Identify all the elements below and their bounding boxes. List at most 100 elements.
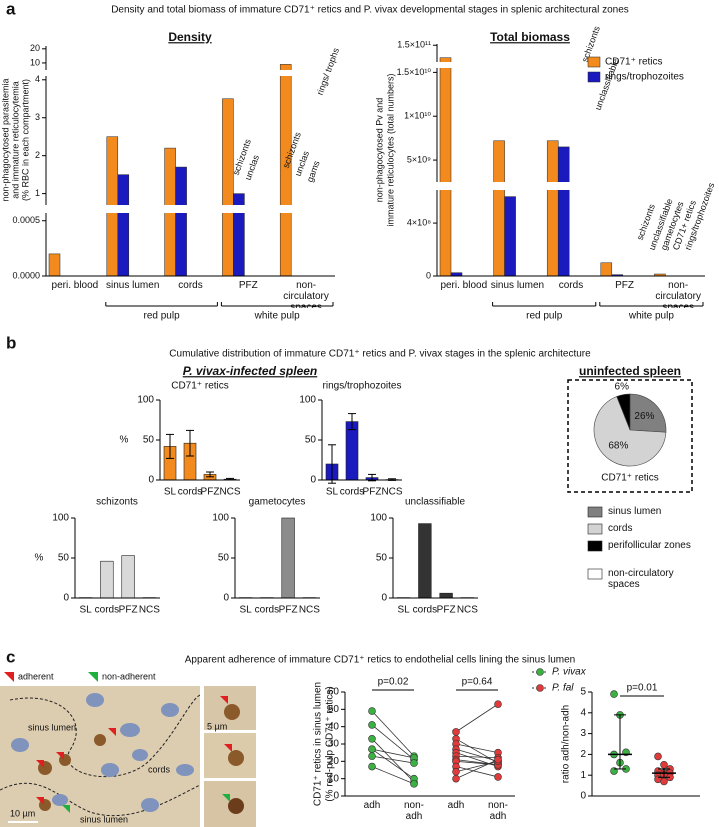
- bar: [439, 57, 452, 277]
- y-tick-label: 0: [426, 270, 431, 280]
- data-point: [452, 728, 460, 736]
- pair-line: [455, 755, 499, 759]
- y-tick-label: 10: [30, 57, 40, 67]
- x-tick-label: non-adh: [403, 800, 424, 822]
- arrow-icon: [36, 797, 44, 805]
- legend-marker: [536, 684, 544, 692]
- y-tick-label: 5×10⁹: [407, 154, 431, 164]
- data-point: [452, 774, 460, 783]
- bar: [281, 517, 295, 599]
- micrograph-legend: adherent non-adherent: [4, 671, 156, 682]
- y-tick-label: 50: [58, 553, 70, 564]
- bar: [557, 146, 570, 277]
- y-tick-label: 0: [310, 475, 316, 486]
- legend-label: non-circulatory spaces: [608, 568, 674, 590]
- legend-swatch: [587, 540, 603, 552]
- legend-label-box: non-circulatory spaces: [608, 568, 674, 590]
- data-point: [410, 780, 418, 788]
- p-value: p=0.02: [378, 677, 409, 688]
- pie-caption: CD71⁺ retics: [601, 473, 659, 484]
- pie-slice: [616, 393, 631, 431]
- group-label: white pulp: [628, 311, 674, 322]
- data-point: [494, 700, 502, 708]
- y-tick-label: 4×10⁸: [407, 217, 431, 227]
- x-tick-label-box: adh: [364, 800, 381, 811]
- pair-line: [371, 766, 415, 785]
- y-tick-label: 0: [223, 593, 229, 604]
- legend-label: sinus lumen: [608, 506, 662, 517]
- group-label: white pulp: [254, 311, 300, 322]
- data-point: [368, 734, 376, 743]
- pair-line: [455, 759, 499, 780]
- pie-label: 26%: [634, 411, 654, 422]
- cd71-cell: [228, 798, 244, 814]
- y-tick-label: 50: [305, 435, 317, 446]
- arrow-icon: [56, 752, 64, 760]
- y-tick-label: 1: [35, 188, 40, 198]
- x-tick-label-box: non-circulatory spaces: [655, 280, 701, 308]
- legend-label: rings/trophozoites: [605, 72, 684, 83]
- bar: [121, 555, 135, 599]
- pie-slice: [593, 396, 667, 467]
- p-value: p=0.64: [462, 677, 493, 688]
- legend-swatch: [587, 56, 601, 68]
- y-tick-label: 0: [580, 791, 586, 802]
- pair-line: [455, 743, 499, 754]
- legend-label: P. fal: [552, 683, 574, 694]
- panel-label: c: [6, 647, 15, 666]
- y-tick-label: 3: [580, 728, 586, 739]
- x-tick-label: peri. blood: [51, 280, 99, 291]
- x-tick-label-box: cords: [178, 280, 203, 291]
- arrow-icon: [36, 760, 44, 768]
- x-tick-label-box: non-adh: [487, 800, 508, 822]
- x-tick-label: adh: [447, 800, 465, 811]
- x-tick-label: NCS: [381, 487, 402, 498]
- y-tick-label: 50: [218, 553, 230, 564]
- bar: [546, 140, 559, 277]
- image-label: cords: [148, 764, 171, 774]
- data-point: [610, 690, 618, 698]
- x-tick-label: non-adh: [487, 800, 508, 822]
- image-label: sinus lumen: [28, 722, 76, 732]
- x-tick-label-box: PFZ: [615, 280, 635, 291]
- x-tick-label-box: adh: [447, 800, 465, 811]
- pair-line: [371, 710, 415, 757]
- x-tick-label: cords: [178, 280, 203, 291]
- legend-label-box: perifollicular zones: [608, 540, 691, 551]
- y-tick-label: 60: [328, 687, 340, 698]
- cd71-cell: [228, 750, 244, 766]
- group-label: red pulp: [144, 311, 181, 322]
- y-tick-label: 4: [35, 74, 40, 84]
- x-tick-label: cords: [255, 605, 279, 616]
- x-tick-label: PFZ: [201, 487, 220, 498]
- y-tick-label: 40: [328, 721, 340, 732]
- y-tick-label: 100: [212, 513, 229, 524]
- pair-line: [455, 760, 499, 766]
- x-tick-label: cords: [413, 605, 437, 616]
- chart-title: rings/trophozoites: [323, 381, 402, 392]
- arrow-icon: [4, 672, 14, 682]
- y-tick-label: 0: [381, 593, 387, 604]
- y-tick-label: 2: [35, 150, 40, 160]
- nuclei: [11, 693, 194, 812]
- y-tick-label: 0.0000: [12, 270, 40, 280]
- legend-label: P. vivax: [552, 667, 587, 678]
- arrow-icon: [224, 744, 232, 752]
- x-tick-label: PFZ: [615, 280, 635, 291]
- legend-label-box: sinus lumen: [608, 506, 662, 517]
- pair-line: [455, 703, 499, 733]
- arrow-icon: [88, 672, 98, 682]
- panel-heading: uninfected spleen: [579, 364, 681, 378]
- y-tick-label: 30: [328, 739, 340, 750]
- y-tick-label: 100: [299, 395, 316, 406]
- data-point: [410, 759, 418, 767]
- y-tick-label: 100: [137, 395, 154, 406]
- axis-break: [40, 70, 335, 76]
- x-tick-label: sinus lumen: [490, 280, 545, 291]
- y-tick-label: 100: [370, 513, 387, 524]
- y-axis-label: ratio adh/non-adh: [561, 705, 572, 783]
- chart-title: Total biomass: [490, 30, 570, 44]
- y-tick-label: 2: [580, 749, 586, 760]
- bar: [439, 592, 453, 599]
- panel-title: Apparent adherence of immature CD71⁺ ret…: [185, 655, 576, 666]
